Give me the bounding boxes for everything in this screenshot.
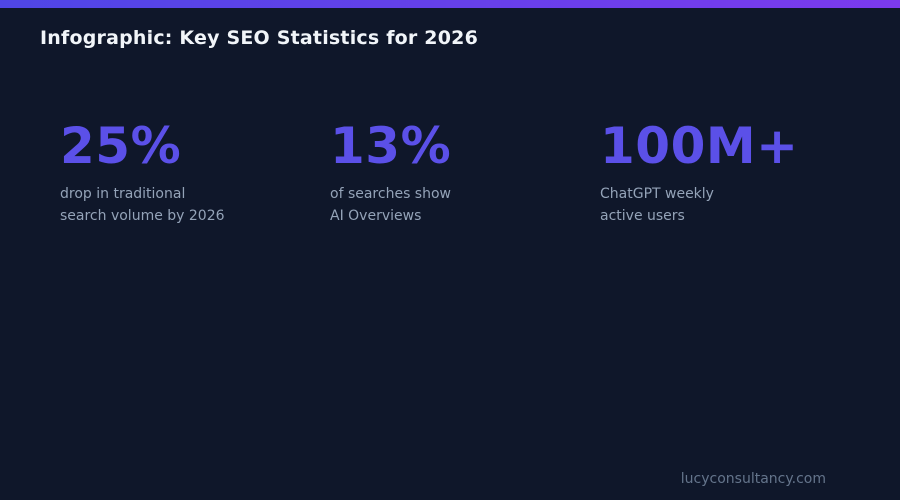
stat-card-chatgpt-users: 100M+ ChatGPT weekly active users bbox=[600, 121, 870, 227]
stat-card-ai-overviews: 13% of searches show AI Overviews bbox=[330, 121, 600, 227]
stat-label-line2: active users bbox=[600, 208, 685, 224]
stat-label-line2: search volume by 2026 bbox=[60, 208, 225, 224]
stats-row: 25% drop in traditional search volume by… bbox=[60, 121, 900, 227]
stat-value: 25% bbox=[60, 117, 182, 175]
stat-value: 100M+ bbox=[600, 117, 799, 175]
stat-label: ChatGPT weekly active users bbox=[600, 183, 870, 227]
footer-website-url: lucyconsultancy.com bbox=[680, 471, 826, 487]
stat-label-line2: AI Overviews bbox=[330, 208, 422, 224]
stat-label-line1: of searches show bbox=[330, 186, 451, 202]
accent-gradient-bar bbox=[0, 0, 900, 8]
stat-card-search-volume-drop: 25% drop in traditional search volume by… bbox=[60, 121, 330, 227]
stat-value: 13% bbox=[330, 117, 452, 175]
page-title: Infographic: Key SEO Statistics for 2026 bbox=[40, 27, 478, 49]
stat-label-line1: drop in traditional bbox=[60, 186, 186, 202]
stat-label-line1: ChatGPT weekly bbox=[600, 186, 714, 202]
stat-label: drop in traditional search volume by 202… bbox=[60, 183, 330, 227]
stat-label: of searches show AI Overviews bbox=[330, 183, 600, 227]
